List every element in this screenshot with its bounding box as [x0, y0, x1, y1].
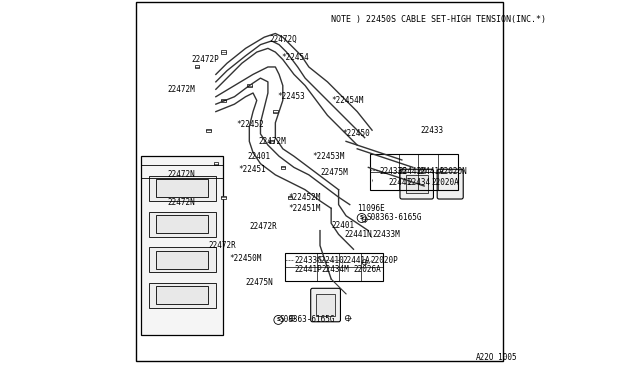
- Text: NOTE ) 22450S CABLE SET-HIGH TENSION(INC.*): NOTE ) 22450S CABLE SET-HIGH TENSION(INC…: [331, 15, 546, 24]
- Text: 22433G: 22433G: [294, 256, 322, 265]
- Text: 22441A: 22441A: [417, 167, 444, 176]
- Text: A22O_1005: A22O_1005: [476, 353, 518, 362]
- Text: 22441P: 22441P: [294, 265, 322, 274]
- Text: *22451M: *22451M: [289, 204, 321, 213]
- Bar: [156, 286, 209, 304]
- Bar: [214, 162, 218, 165]
- Text: *22452M: *22452M: [289, 193, 321, 202]
- Bar: [280, 166, 285, 169]
- Text: 22433G: 22433G: [380, 167, 407, 176]
- Bar: [221, 196, 225, 199]
- FancyBboxPatch shape: [437, 169, 463, 199]
- Text: 22401: 22401: [331, 221, 355, 230]
- Text: S08363-6165G: S08363-6165G: [279, 315, 335, 324]
- Text: *22450: *22450: [342, 129, 370, 138]
- Text: 22472N: 22472N: [168, 170, 195, 179]
- Text: S: S: [360, 215, 364, 221]
- Text: *22450M: *22450M: [229, 254, 261, 263]
- Bar: [156, 179, 209, 197]
- Bar: [149, 283, 216, 308]
- Text: 22433: 22433: [420, 126, 444, 135]
- Text: 22441A: 22441A: [342, 256, 370, 265]
- Text: *22452: *22452: [236, 120, 264, 129]
- Bar: [149, 212, 216, 237]
- Text: 22026A: 22026A: [353, 265, 381, 274]
- Text: 11096E: 11096E: [357, 204, 385, 213]
- Text: 22441N: 22441N: [344, 230, 372, 239]
- FancyBboxPatch shape: [310, 288, 340, 322]
- Text: 22472R: 22472R: [250, 222, 277, 231]
- Text: 22472P: 22472P: [191, 55, 220, 64]
- Text: 22472N: 22472N: [168, 198, 195, 207]
- Bar: [316, 294, 335, 316]
- Bar: [406, 175, 428, 193]
- Text: 22441: 22441: [389, 178, 412, 187]
- Bar: [269, 140, 274, 143]
- Bar: [149, 247, 216, 272]
- Bar: [247, 84, 252, 87]
- Text: 22472M: 22472M: [259, 137, 286, 146]
- Bar: [156, 215, 209, 233]
- Text: 22472M: 22472M: [168, 85, 195, 94]
- Text: *22454M: *22454M: [331, 96, 364, 105]
- Text: *22410: *22410: [316, 256, 344, 265]
- Text: *22451: *22451: [238, 165, 266, 174]
- Text: 22433M: 22433M: [372, 230, 400, 239]
- Text: S08363-6165G: S08363-6165G: [367, 213, 422, 222]
- Bar: [221, 99, 225, 102]
- Text: 22434: 22434: [408, 178, 431, 187]
- Bar: [206, 129, 211, 132]
- Text: S: S: [276, 317, 280, 323]
- Text: 22441M: 22441M: [398, 167, 426, 176]
- Text: 22020N: 22020N: [439, 167, 467, 176]
- Text: *22454: *22454: [281, 53, 308, 62]
- Text: 22472R: 22472R: [209, 241, 236, 250]
- Bar: [370, 154, 458, 190]
- FancyBboxPatch shape: [400, 169, 433, 199]
- Bar: [273, 110, 278, 113]
- Bar: [141, 156, 223, 335]
- Text: *22453: *22453: [277, 92, 305, 101]
- Text: 22020P: 22020P: [370, 256, 398, 265]
- Bar: [149, 176, 216, 201]
- Bar: [288, 196, 292, 199]
- Text: 22434M: 22434M: [322, 265, 349, 274]
- Bar: [221, 51, 225, 54]
- Text: 22020A: 22020A: [431, 178, 460, 187]
- Bar: [156, 251, 209, 269]
- Text: *22453M: *22453M: [312, 152, 345, 161]
- Text: 22472Q: 22472Q: [270, 35, 298, 44]
- Text: 22401: 22401: [248, 152, 271, 161]
- Text: 22475M: 22475M: [320, 169, 348, 177]
- Bar: [195, 65, 200, 68]
- Bar: [285, 253, 383, 281]
- Text: 22475N: 22475N: [246, 278, 273, 287]
